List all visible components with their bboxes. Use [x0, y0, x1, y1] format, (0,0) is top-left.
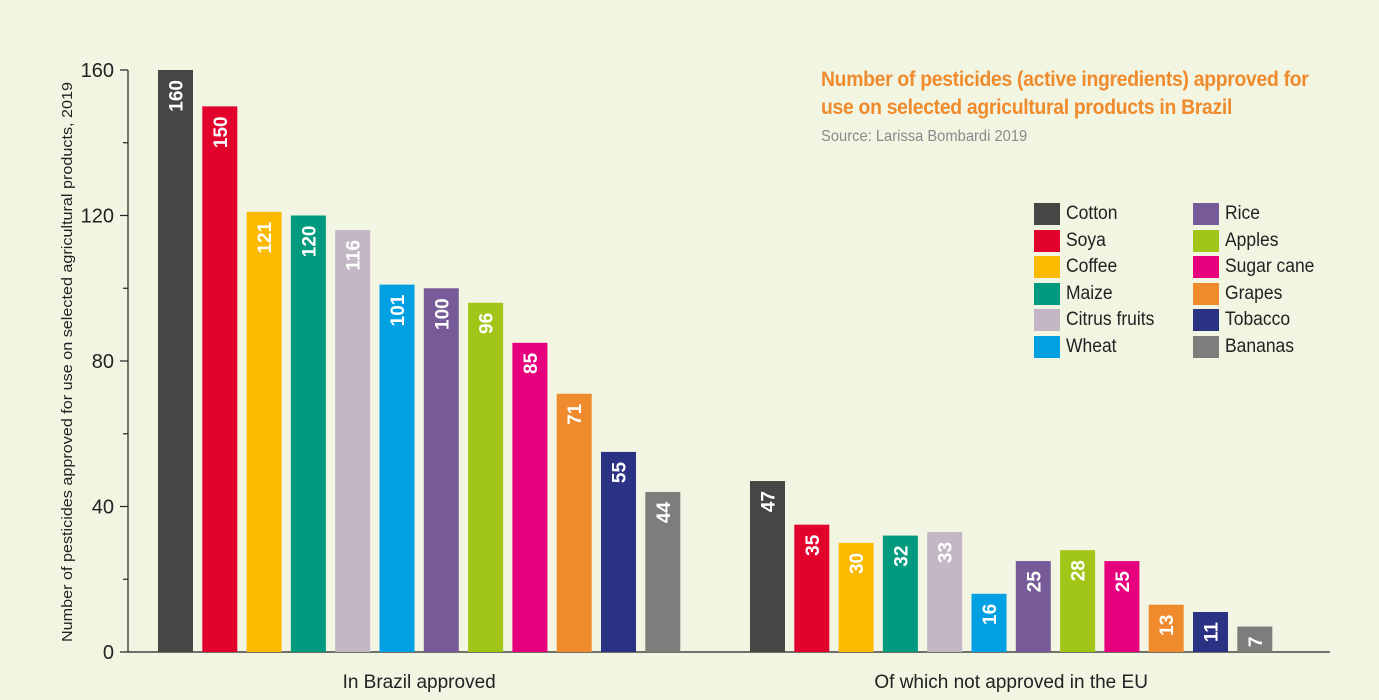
- bar-tobacco: [601, 451, 636, 652]
- title-block: Number of pesticides (active ingredients…: [821, 66, 1361, 146]
- bar-value-label: 55: [610, 462, 631, 484]
- bar-value-label: 160: [167, 80, 188, 112]
- y-tick-label: 40: [92, 497, 114, 519]
- bar-cotton: [750, 481, 785, 652]
- bar-coffee: [246, 211, 282, 653]
- legend-swatch: [1034, 335, 1060, 358]
- bar-maize: [882, 535, 918, 652]
- legend-label: Soya: [1066, 229, 1106, 251]
- legend-label: Cotton: [1066, 203, 1118, 225]
- bar-soya: [202, 106, 238, 652]
- legend: Cotton Rice Soya Apples Coffee Sugar cane Maiz…: [1034, 203, 1344, 358]
- legend-item: Coffee: [1034, 256, 1193, 279]
- bar-apples: [468, 302, 504, 652]
- bar-sugar-cane: [1104, 561, 1140, 652]
- legend-label: Coffee: [1066, 256, 1118, 278]
- bar-value-label: 11: [1202, 622, 1223, 643]
- legend-swatch: [1193, 256, 1219, 279]
- bar-value-label: 35: [803, 534, 824, 556]
- bar-citrus-fruits: [927, 531, 963, 652]
- bar-value-label: 96: [477, 313, 498, 334]
- y-tick-label: 80: [92, 351, 114, 373]
- legend-swatch: [1193, 203, 1219, 226]
- bar-value-label: 121: [255, 221, 276, 253]
- bar-value-label: 28: [1069, 560, 1090, 581]
- bar-rice: [1015, 561, 1051, 652]
- bar-grapes: [556, 393, 592, 652]
- bar-value-label: 13: [1157, 615, 1178, 636]
- bar-apples: [1060, 550, 1096, 652]
- legend-label: Apples: [1225, 229, 1279, 251]
- bar-value-label: 101: [388, 294, 409, 326]
- bar-value-label: 150: [211, 116, 232, 148]
- legend-swatch: [1034, 282, 1060, 305]
- legend-swatch: [1193, 309, 1219, 332]
- x-category-label: In Brazil approved: [343, 672, 496, 693]
- legend-item: Sugar cane: [1193, 256, 1343, 279]
- bar-value-label: 44: [654, 502, 675, 524]
- bar-wheat: [379, 284, 415, 652]
- legend-label: Maize: [1066, 282, 1113, 304]
- bar-value-label: 85: [521, 352, 542, 374]
- legend-swatch: [1034, 256, 1060, 279]
- legend-item: Wheat: [1034, 335, 1193, 359]
- bar-grapes: [1148, 604, 1184, 652]
- bar-value-label: 25: [1024, 571, 1045, 593]
- legend-label: Rice: [1225, 203, 1260, 225]
- legend-label: Sugar cane: [1225, 256, 1315, 278]
- legend-item: Maize: [1034, 282, 1193, 306]
- y-tick-label: 160: [81, 60, 114, 82]
- bar-value-label: 7: [1246, 637, 1267, 648]
- chart-source: Source: Larissa Bombardi 2019: [821, 128, 1028, 145]
- bar-value-label: 71: [565, 403, 586, 425]
- bar-value-label: 30: [847, 553, 868, 574]
- legend-swatch: [1034, 229, 1060, 252]
- legend-swatch: [1193, 229, 1219, 252]
- bar-rice: [423, 288, 459, 652]
- y-tick-label: 0: [103, 642, 114, 664]
- legend-item: Apples: [1193, 229, 1343, 253]
- bar-citrus-fruits: [335, 230, 371, 653]
- bar-value-label: 25: [1113, 571, 1134, 593]
- legend-swatch: [1034, 203, 1060, 226]
- y-axis-label: Number of pesticides approved for use on…: [60, 82, 76, 642]
- bar-bananas: [645, 491, 681, 652]
- bar-tobacco: [1193, 611, 1228, 652]
- bar-value-label: 47: [759, 491, 780, 512]
- bar-value-label: 32: [891, 546, 912, 567]
- bar-value-label: 116: [344, 240, 365, 271]
- legend-item: Bananas: [1193, 335, 1343, 359]
- legend-swatch: [1193, 335, 1219, 358]
- x-category-label: Of which not approved in the EU: [874, 672, 1148, 693]
- legend-item: Citrus fruits: [1034, 309, 1193, 332]
- legend-item: Cotton: [1034, 203, 1193, 226]
- bar-soya: [794, 524, 830, 652]
- legend-label: Citrus fruits: [1066, 309, 1155, 331]
- bar-wheat: [971, 593, 1007, 652]
- legend-swatch: [1034, 309, 1060, 332]
- legend-swatch: [1193, 282, 1219, 305]
- bar-maize: [290, 215, 326, 652]
- legend-label: Bananas: [1225, 335, 1295, 357]
- bar-coffee: [838, 542, 874, 652]
- y-tick-label: 120: [81, 206, 114, 228]
- legend-item: Soya: [1034, 229, 1193, 253]
- legend-label: Wheat: [1066, 335, 1117, 357]
- legend-label: Grapes: [1225, 282, 1283, 304]
- bar-bananas: [1237, 626, 1273, 652]
- bar-value-label: 120: [299, 226, 320, 258]
- chart-title: Number of pesticides (active ingredients…: [821, 68, 1309, 119]
- bar-sugar-cane: [512, 342, 548, 652]
- legend-label: Tobacco: [1225, 309, 1291, 331]
- bar-cotton: [158, 70, 193, 652]
- legend-item: Tobacco: [1193, 309, 1343, 332]
- bar-value-label: 100: [432, 298, 453, 330]
- bar-value-label: 33: [936, 542, 957, 563]
- bar-value-label: 16: [980, 604, 1001, 625]
- legend-item: Rice: [1193, 203, 1343, 226]
- legend-item: Grapes: [1193, 282, 1343, 306]
